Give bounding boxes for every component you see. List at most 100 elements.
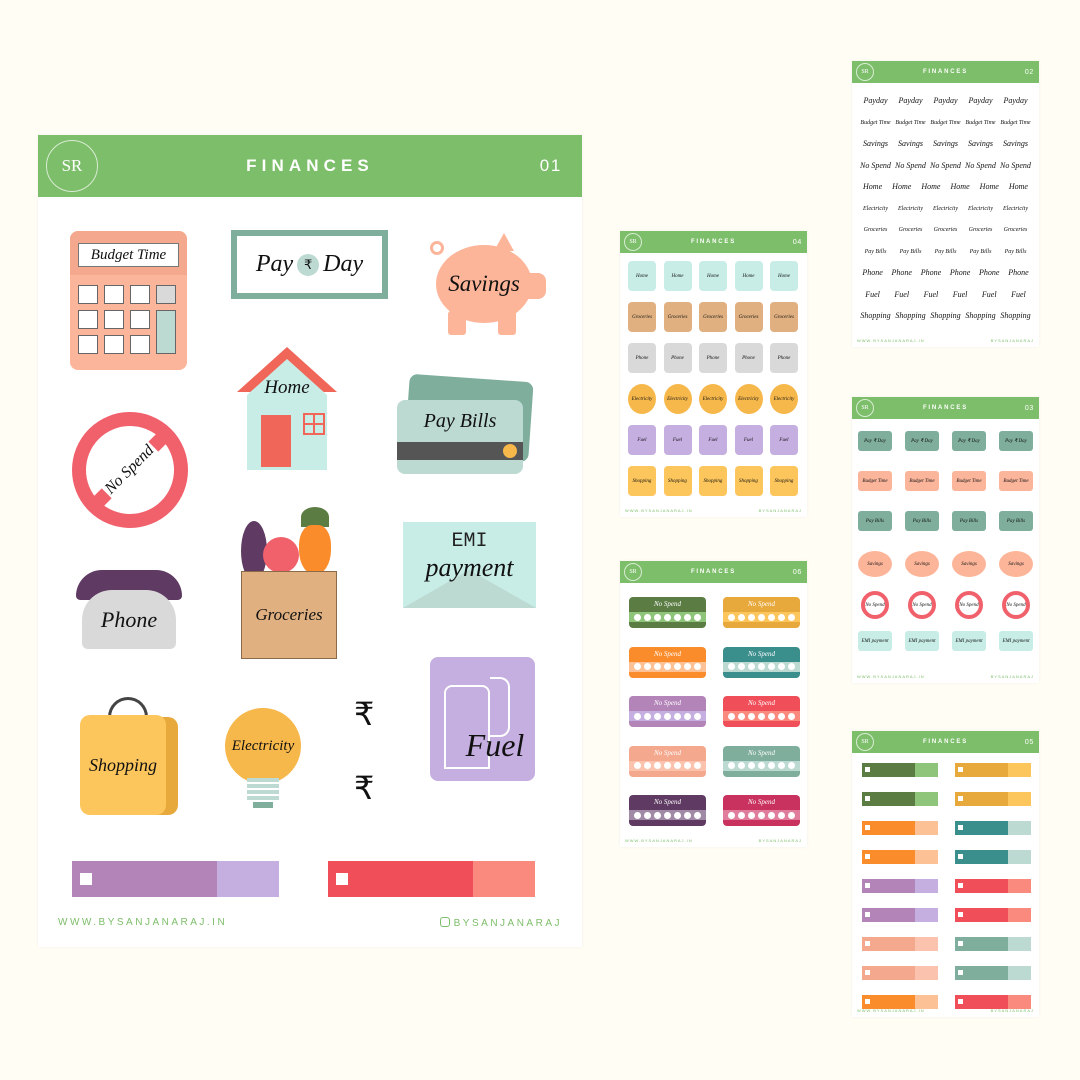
day-circle [747,663,755,670]
day-circles [723,612,800,622]
instagram-text: BYSANJANARAJ [990,1008,1034,1013]
icon-sticker: Home [628,261,656,291]
checkbox-square [958,999,963,1004]
day-circle [747,613,755,621]
day-circle [653,663,661,670]
color-bar-sticker [862,763,938,777]
sheet-header: SR FINANCES 04 [620,231,807,253]
word-sticker: Electricity [898,205,923,212]
day-circle [727,762,735,769]
icon-sticker: Home [699,261,727,291]
word-sticker: Home [1008,182,1028,191]
no-spend-tracker: No Spend [723,745,800,777]
icon-sticker: Groceries [663,302,692,332]
no-spend-label: No Spend [747,649,776,658]
sheet-title: FINANCES [922,69,969,75]
word-sticker: Phone [862,268,883,277]
no-spend-label: No Spend [747,748,776,757]
icon-sticker: Home [770,261,798,291]
day-circle [757,762,765,769]
day-circle [684,811,692,819]
sheet-title: FINANCES [922,739,969,745]
color-bar-sticker [862,850,938,864]
sheet-footer: WWW.BYSANJANARAJ.IN BYSANJANARAJ [852,674,1039,679]
icon-sticker: Electricity [734,384,763,414]
website-text: WWW.BYSANJANARAJ.IN [625,838,693,843]
word-sticker: Savings [898,139,923,148]
phone-sticker: Phone [76,570,182,649]
website-text: WWW.BYSANJANARAJ.IN [857,338,925,343]
word-sticker: Pay Bills [969,248,992,255]
no-spend-sticker: No Spend [72,412,188,528]
color-bar-sticker [955,821,1031,835]
sheet-title: FINANCES [246,156,374,175]
day-circle [653,613,661,621]
word-sticker: Payday [1003,96,1028,105]
icon-sticker: No Spend [861,591,889,619]
color-bar-sticker [955,879,1031,893]
icon-sticker: EMI payment [858,631,892,651]
word-sticker: Shopping [895,311,926,320]
day-circle [643,613,651,621]
brand-logo: SR [856,733,874,751]
icon-sticker: Pay Bills [999,511,1033,531]
color-bar-sticker [955,908,1031,922]
no-spend-tracker: No Spend [723,795,800,826]
fuel-sticker: Fuel [430,657,535,781]
no-spend-label: No Spend [653,699,682,707]
icon-sticker: Phone [770,343,798,373]
word-sticker: No Spend [860,160,891,170]
icon-sticker: Shopping [628,466,656,496]
day-circle [747,712,755,720]
word-sticker: Home [979,182,999,191]
color-bar-sticker [328,861,535,897]
icon-sticker: Pay ₹ Day [905,431,939,451]
day-circle [633,663,641,670]
day-circle [768,663,776,670]
day-circles [629,760,706,771]
day-circle [727,663,735,670]
word-sticker: Shopping [965,311,996,320]
day-circle [674,663,682,670]
day-circle [684,613,692,621]
day-circle [778,663,786,670]
day-label: Day [323,251,364,277]
word-sticker: Phone [1008,268,1029,277]
color-bar-sticker [862,966,938,980]
day-circle [663,811,671,819]
day-circle [643,712,651,720]
icon-sticker: Phone [663,343,692,373]
icon-sticker: Shopping [734,466,763,496]
shopping-label: Shopping [80,715,166,815]
sheet-footer: WWW.BYSANJANARAJ.IN BYSANJANARAJ [852,338,1039,343]
electricity-label: Electricity [225,708,301,784]
word-sticker: No Spend [895,160,926,170]
day-circle [653,712,661,720]
day-circle [727,811,735,819]
word-sticker: Fuel [981,289,997,299]
word-sticker: Fuel [865,289,880,299]
icon-sticker: Phone [699,343,727,373]
emi-label: EMI [451,530,488,553]
checkbox-square [80,873,92,885]
icon-sticker: Fuel [663,425,692,455]
sticker-sheet-01: SR FINANCES 01 Budget Time Pay ₹ Day Sav… [38,135,582,947]
no-spend-label: No Spend [653,798,682,806]
electricity-sticker: Electricity [225,708,301,808]
icon-sticker: Electricity [699,384,727,414]
instagram-icon [439,917,450,927]
word-sticker: Payday [863,96,888,105]
day-circle [768,762,776,769]
emi-payment-sticker: EMI payment [403,522,536,608]
icon-sticker: No Spend [908,591,936,619]
color-bar-sticker [862,937,938,951]
sheet-footer: WWW.BYSANJANARAJ.IN BYSANJANARAJ [620,508,807,513]
sheet-number: 01 [539,156,562,175]
website-text: WWW.BYSANJANARAJ.IN [625,508,693,513]
checkbox-square [865,796,870,801]
website-text: WWW.BYSANJANARAJ.IN [857,1008,925,1013]
word-sticker: Phone [891,268,912,277]
icon-sticker: Electricity [663,384,692,414]
word-sticker: Home [921,182,941,191]
word-sticker: Fuel [923,289,939,299]
